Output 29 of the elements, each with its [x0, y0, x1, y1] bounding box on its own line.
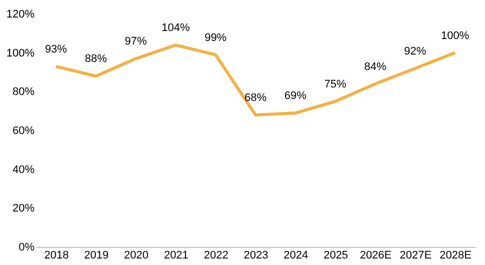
text: 104% — [162, 22, 190, 34]
x-tick-label: 2021 — [164, 250, 188, 262]
x-tick-label: 2020 — [124, 250, 149, 262]
y-tick-label: 20% — [12, 202, 35, 215]
text: 69% — [284, 90, 306, 102]
text: 75% — [324, 78, 346, 90]
text: 93% — [44, 43, 67, 56]
y-tick-label: 60% — [12, 125, 35, 137]
text: 68% — [244, 92, 267, 104]
y-tick-label: 80% — [12, 86, 35, 98]
x-tick-label: 2027E — [400, 250, 432, 262]
y-tick-label: 0% — [18, 242, 35, 254]
text: 84% — [364, 60, 386, 73]
y-tick-label: 120% — [6, 8, 35, 20]
x-tick-label: 2023 — [244, 250, 268, 262]
x-tick-label: 2026E — [360, 250, 392, 262]
text: 100% — [440, 30, 470, 42]
x-tick-label: 2028E — [440, 250, 472, 262]
text: 97% — [124, 36, 147, 48]
text: 99% — [204, 32, 227, 44]
x-tick-label: 2022 — [204, 250, 228, 262]
x-tick-label: 2024 — [284, 250, 308, 262]
y-tick-label: 40% — [12, 164, 35, 176]
text: 88% — [84, 53, 107, 66]
x-tick-label: 2025 — [324, 250, 348, 262]
x-tick-label: 2018 — [44, 250, 69, 262]
text: 92% — [404, 45, 426, 58]
x-tick-label: 2019 — [84, 250, 109, 262]
y-tick-label: 100% — [6, 47, 35, 60]
